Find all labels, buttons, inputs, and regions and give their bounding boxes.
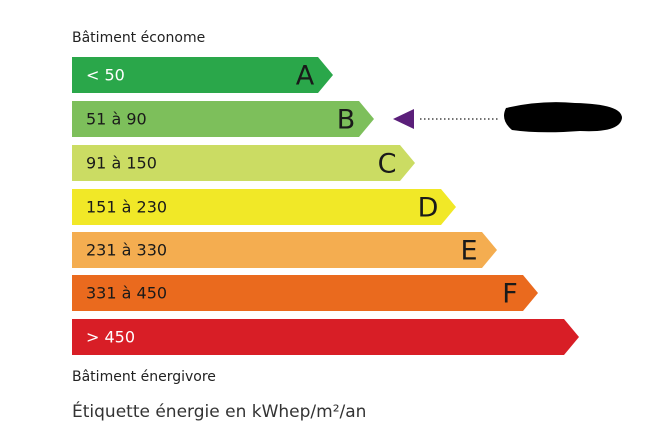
class-range: > 450 [86, 328, 135, 347]
bars: < 50 A 51 à 90 B 91 à 150 C 151 à 230 D 231 à 33… [72, 57, 579, 355]
class-letter: E [460, 236, 477, 267]
class-range: 331 à 450 [86, 284, 167, 303]
class-bar [72, 189, 456, 225]
class-range: 231 à 330 [86, 241, 167, 260]
class-letter: F [502, 279, 518, 310]
class-letter: A [296, 61, 315, 92]
class-letter: C [378, 149, 397, 180]
class-bar [72, 101, 374, 137]
indicator-arrow [393, 109, 414, 129]
class-range: 91 à 150 [86, 154, 157, 173]
class-range: 51 à 90 [86, 110, 147, 129]
top-label: Bâtiment économe [72, 30, 205, 46]
class-bar [72, 275, 538, 311]
class-range: < 50 [86, 66, 125, 85]
caption: Étiquette énergie en kWhep/m²/an [72, 400, 366, 422]
class-range: 151 à 230 [86, 198, 167, 217]
class-bar [72, 232, 497, 268]
class-bar [72, 145, 415, 181]
bottom-label: Bâtiment énergivore [72, 369, 216, 385]
class-bar [72, 57, 333, 93]
class-bar [72, 319, 579, 355]
redacted-value [504, 102, 622, 133]
class-letter: B [337, 105, 356, 136]
class-letter: D [418, 193, 439, 224]
